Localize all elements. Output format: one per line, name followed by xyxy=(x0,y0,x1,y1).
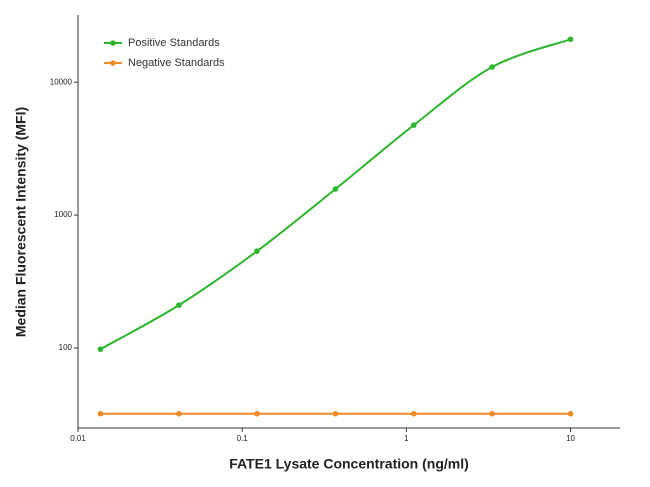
legend-label: Positive Standards xyxy=(128,37,220,49)
data-point xyxy=(254,410,260,417)
series-line xyxy=(99,38,571,351)
data-point xyxy=(489,410,495,417)
x-tick-label: 0.01 xyxy=(70,434,86,443)
x-tick-label: 10 xyxy=(566,434,575,443)
data-point xyxy=(567,36,574,43)
data-point xyxy=(411,410,417,417)
data-point xyxy=(176,302,182,308)
y-axis-title: Median Fluorescent Intensity (MFI) xyxy=(13,107,29,337)
data-point xyxy=(97,346,104,352)
y-tick-label: 10000 xyxy=(50,77,73,86)
data-point xyxy=(567,410,574,417)
data-point xyxy=(332,410,339,417)
data-point xyxy=(332,186,339,192)
x-tick-label: 0.1 xyxy=(237,434,249,443)
y-tick-label: 100 xyxy=(59,343,73,352)
data-point xyxy=(489,64,495,70)
legend-marker xyxy=(110,40,116,46)
data-point xyxy=(97,410,104,417)
data-point xyxy=(176,410,182,417)
data-point xyxy=(254,248,260,254)
x-tick-label: 1 xyxy=(404,434,409,443)
x-axis-title: FATE1 Lysate Concentration (ng/ml) xyxy=(229,456,469,472)
legend-marker xyxy=(110,60,116,66)
data-point xyxy=(411,122,417,128)
legend-label: Negative Standards xyxy=(128,57,225,69)
y-tick-label: 1000 xyxy=(54,210,72,219)
